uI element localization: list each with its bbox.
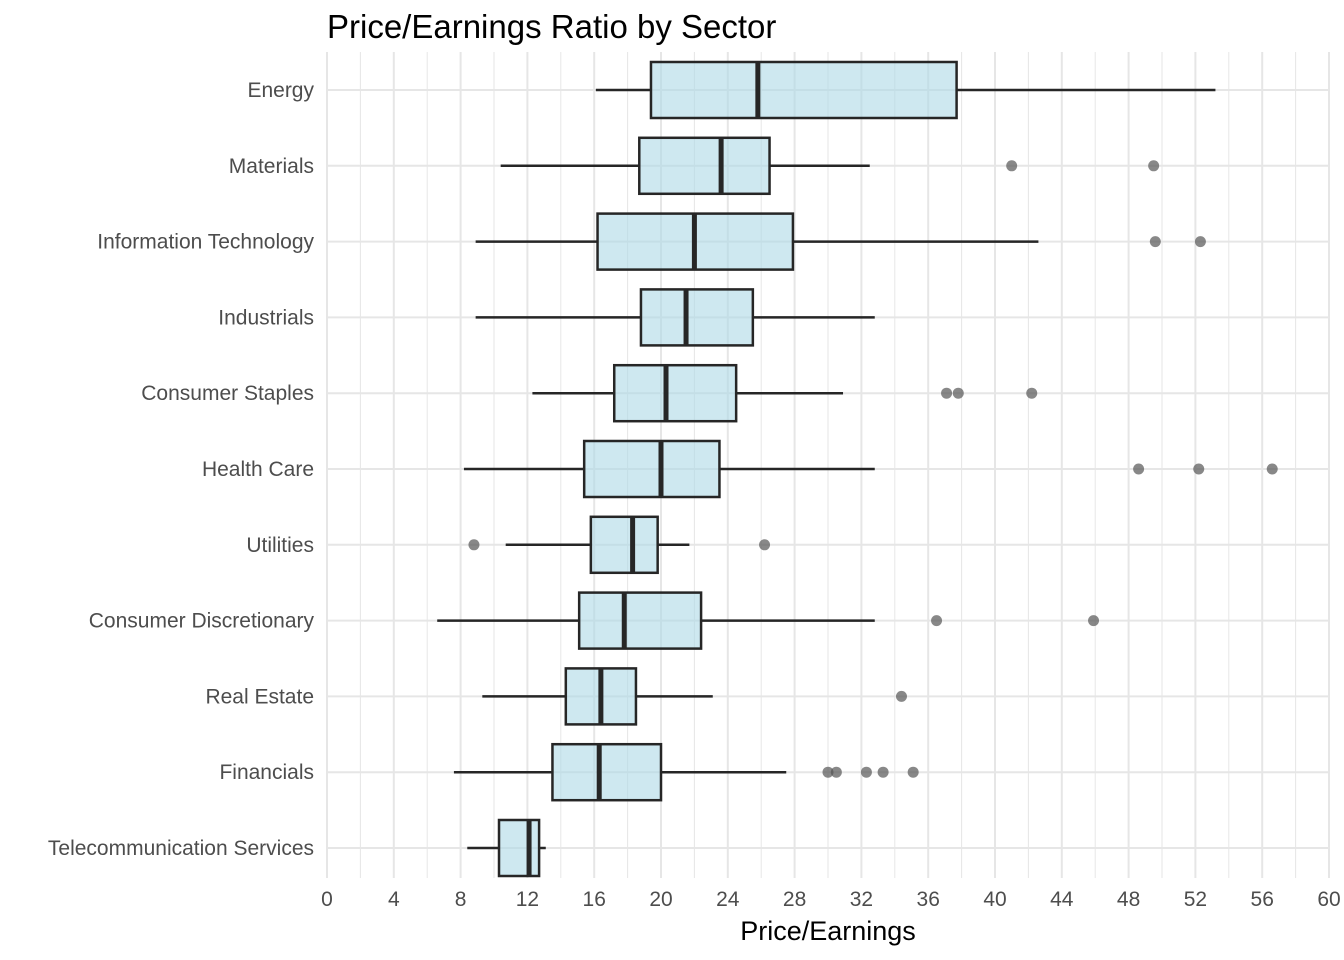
- x-tick-label: 16: [583, 888, 606, 911]
- x-tick-label: 24: [716, 888, 740, 911]
- box: [577, 591, 703, 650]
- x-tick-label: 40: [983, 888, 1006, 911]
- outlier-point: [468, 539, 480, 551]
- outlier-point: [860, 766, 872, 778]
- outlier-point: [822, 766, 834, 778]
- x-tick-label: 12: [516, 888, 539, 911]
- box: [639, 288, 755, 347]
- y-tick-label: Utilities: [246, 534, 314, 557]
- outlier-point: [1133, 463, 1145, 475]
- outlier-point: [1149, 236, 1161, 248]
- outlier-point: [931, 615, 943, 627]
- x-tick-label: 52: [1184, 888, 1207, 911]
- outlier-point: [941, 387, 953, 399]
- x-tick-label: 48: [1117, 888, 1140, 911]
- x-tick-label: 4: [388, 888, 400, 911]
- x-tick-label: 28: [783, 888, 806, 911]
- y-tick-label: Consumer Discretionary: [89, 610, 315, 633]
- y-tick-label: Information Technology: [97, 231, 314, 254]
- outlier-point: [1088, 615, 1100, 627]
- outlier-point: [1266, 463, 1278, 475]
- outlier-point: [1194, 236, 1206, 248]
- outlier-point: [877, 766, 889, 778]
- outlier-point: [952, 387, 964, 399]
- box: [497, 818, 541, 878]
- outlier-point: [759, 539, 771, 551]
- y-tick-label: Industrials: [218, 306, 314, 329]
- y-tick-label: Health Care: [202, 458, 314, 481]
- y-tick-label: Energy: [247, 79, 314, 102]
- box: [582, 439, 721, 499]
- x-tick-label: 36: [917, 888, 940, 911]
- outlier-point: [895, 690, 907, 702]
- box: [612, 363, 738, 423]
- x-tick-label: 32: [850, 888, 873, 911]
- outlier-point: [1148, 160, 1160, 172]
- y-tick-label: Financials: [219, 761, 314, 784]
- x-tick-label: 56: [1251, 888, 1274, 911]
- box: [589, 515, 659, 575]
- outlier-point: [830, 766, 842, 778]
- y-tick-label: Telecommunication Services: [48, 837, 314, 860]
- outlier-point: [907, 766, 919, 778]
- x-axis-title: Price/Earnings: [740, 916, 916, 946]
- outlier-point: [1193, 463, 1205, 475]
- x-tick-label: 8: [455, 888, 467, 911]
- x-tick-label: 0: [321, 888, 333, 911]
- x-tick-label: 20: [649, 888, 672, 911]
- chart-title: Price/Earnings Ratio by Sector: [327, 8, 777, 45]
- x-tick-label: 44: [1050, 888, 1074, 911]
- y-tick-label: Real Estate: [205, 685, 314, 708]
- x-tick-label: 60: [1317, 888, 1340, 911]
- y-tick-label: Materials: [229, 155, 314, 178]
- outlier-point: [1006, 160, 1018, 172]
- box: [649, 60, 958, 120]
- y-tick-label: Consumer Staples: [141, 382, 314, 405]
- box: [551, 742, 663, 802]
- box: [638, 136, 771, 196]
- outlier-point: [1026, 387, 1038, 399]
